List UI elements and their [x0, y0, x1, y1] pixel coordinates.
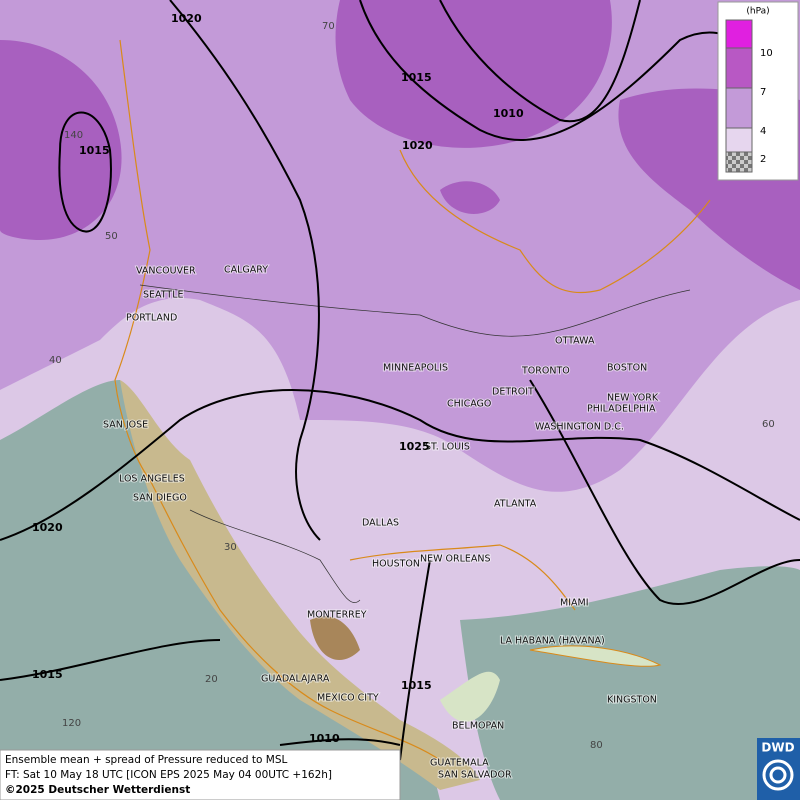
logo-swirl [769, 766, 787, 784]
isobar-label: 1010 [309, 732, 340, 745]
border [189, 509, 361, 603]
logo: DWD [757, 738, 800, 800]
isobar-label: 1025 [399, 440, 430, 453]
mexico-terrain [310, 616, 360, 660]
info-line: Ensemble mean + spread of Pressure reduc… [5, 754, 288, 766]
info-background [0, 749, 401, 800]
cuba [529, 645, 662, 667]
isobar-label: 1010 [493, 107, 524, 120]
city-label: TORONTO [521, 366, 570, 377]
logo-text: DWD [761, 741, 794, 755]
legend-swatch [725, 47, 753, 89]
logo-swirl [762, 759, 794, 791]
city-label: DALLAS [362, 518, 399, 529]
graticule-label: 80 [590, 740, 603, 751]
legend-level: 10 [760, 48, 773, 59]
city-label: MEXICO CITY [317, 693, 379, 704]
legend-swatch [725, 87, 753, 129]
info-line: FT: Sat 10 May 18 UTC [ICON EPS 2025 May… [5, 769, 332, 781]
info-box: Ensemble mean + spread of Pressure reduc… [0, 749, 401, 800]
city-label: PORTLAND [126, 313, 177, 324]
isobar [0, 389, 800, 541]
isobar-label: 1020 [171, 12, 202, 25]
graticule-label: 120 [62, 718, 81, 729]
city-label: NEW YORK [607, 393, 659, 404]
legend-swatch [725, 151, 753, 173]
city-label: WASHINGTON D.C. [535, 422, 624, 433]
city-label: MIAMI [560, 598, 589, 609]
graticule-label: 30 [224, 542, 237, 553]
city-label: BELMOPAN [452, 721, 504, 732]
city-label: NEW ORLEANS [420, 554, 491, 565]
city-label: SEATTLE [143, 290, 184, 301]
legend-swatch [725, 19, 753, 49]
labels: VANCOUVER CALGARY SEATTLE PORTLAND MINNEAPOL… [32, 12, 775, 782]
ocean [460, 566, 800, 800]
graticule-label: 70 [322, 21, 335, 32]
city-label: GUATEMALA [430, 758, 489, 769]
isobar-label: 1020 [402, 139, 433, 152]
city-label: DETROIT [492, 387, 534, 398]
city-label: PHILADELPHIA [587, 404, 656, 415]
city-label: SAN SALVADOR [438, 770, 512, 781]
coastline [349, 544, 576, 611]
info-line: ©2025 Deutscher Wetterdienst [5, 784, 190, 796]
ocean [0, 380, 440, 800]
city-label: ST. LOUIS [425, 442, 470, 453]
city-label: MONTERREY [307, 610, 367, 621]
graticule-label: 140 [64, 130, 83, 141]
yucatan [440, 671, 500, 722]
isobar [58, 111, 112, 233]
city-label: SAN DIEGO [133, 493, 187, 504]
isobar-label: 1015 [79, 144, 110, 157]
city-label: SAN JOSE [103, 420, 148, 431]
coastline [114, 39, 441, 761]
city-label: ATLANTA [494, 499, 537, 510]
isobar [439, 0, 641, 123]
city-label: MINNEAPOLIS [383, 363, 448, 374]
city-label: VANCOUVER [136, 266, 196, 277]
spread-medium [0, 0, 800, 492]
graticule-label: 40 [49, 355, 62, 366]
isobar [399, 379, 800, 761]
city-label: CHICAGO [447, 399, 491, 410]
legend-unit: (hPa) [746, 7, 769, 17]
city-label: HOUSTON [372, 559, 420, 570]
city-label: CALGARY [224, 265, 268, 276]
mexico-terrain [120, 380, 480, 790]
city-label: OTTAWA [555, 336, 595, 347]
legend-level: 4 [760, 126, 766, 137]
graticule-label: 50 [105, 231, 118, 242]
spread-high [440, 181, 500, 214]
city-label: LA HABANA (HAVANA) [500, 636, 605, 647]
isobar [0, 639, 221, 681]
coastline [399, 149, 711, 294]
isobar [169, 0, 321, 541]
graticule-label: 20 [205, 674, 218, 685]
isobar [279, 738, 401, 746]
isobar-label: 1020 [32, 521, 63, 534]
isobar-label: 1015 [32, 668, 63, 681]
legend-level: 2 [760, 154, 766, 165]
border [139, 284, 691, 337]
isobar-label: 1015 [401, 71, 432, 84]
city-label: BOSTON [607, 363, 647, 374]
city-label: GUADALAJARA [261, 674, 330, 685]
legend: (hPa) 10 7 4 2 [717, 1, 799, 181]
city-label: LOS ANGELES [119, 474, 185, 485]
legend-level: 7 [760, 87, 766, 98]
city-label: KINGSTON [607, 695, 657, 706]
graticule-label: 60 [762, 419, 775, 430]
legend-swatch [725, 127, 753, 153]
isobar-label: 1015 [401, 679, 432, 692]
